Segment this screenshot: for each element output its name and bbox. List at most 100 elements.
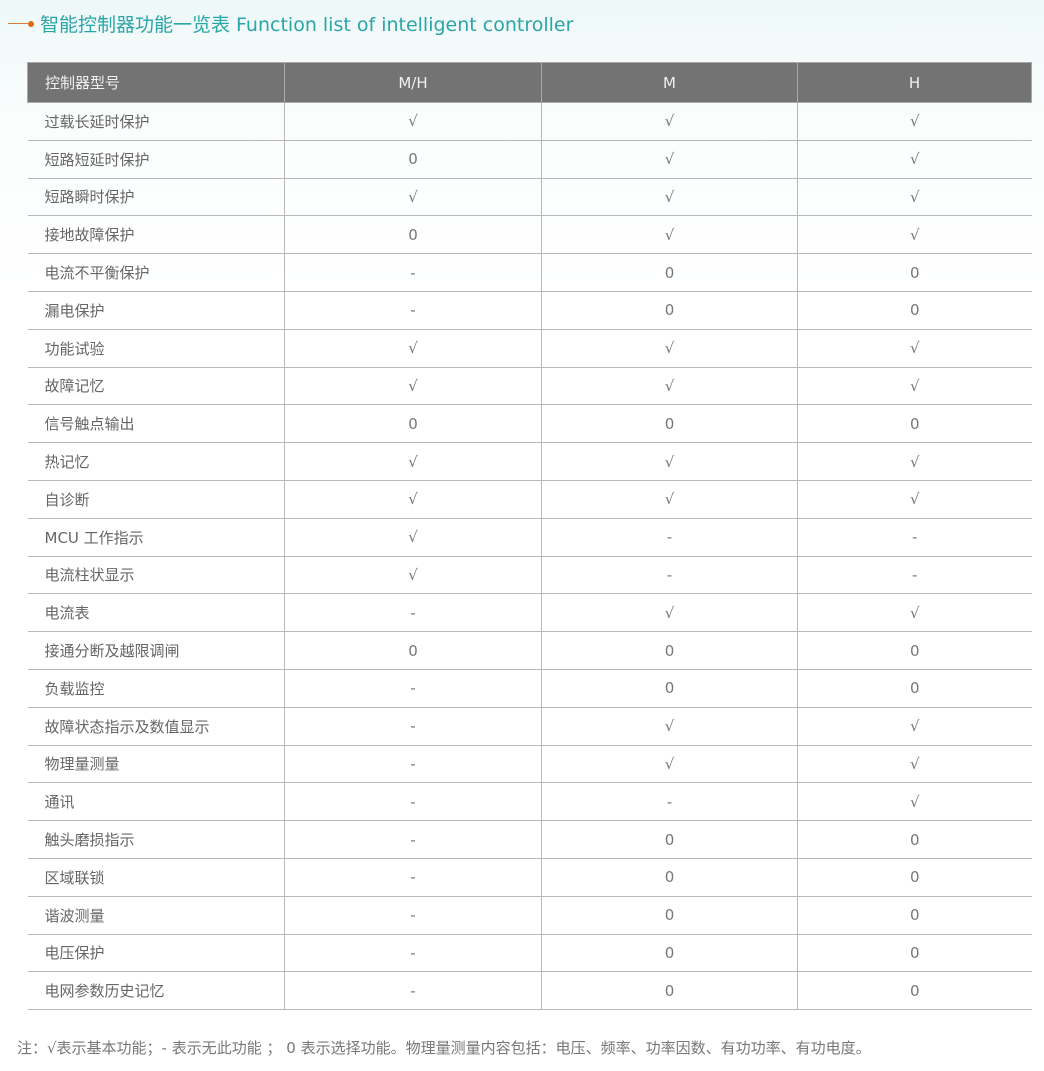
function-name-cell: 漏电保护 xyxy=(27,291,285,330)
support-cell: 0 xyxy=(797,404,1032,444)
table-row: 功能试验 √ √ √ xyxy=(27,329,1032,368)
table-row: 短路短延时保护 0 √ √ xyxy=(27,140,1032,179)
support-cell: √ xyxy=(541,329,798,368)
function-name-cell: 接通分断及越限调闸 xyxy=(27,631,285,670)
support-cell: 0 xyxy=(541,820,798,859)
support-cell: 0 xyxy=(797,669,1032,708)
header-mh: M/H xyxy=(284,62,542,103)
support-cell: √ xyxy=(284,367,542,406)
function-name-cell: 功能试验 xyxy=(27,329,285,368)
support-cell: 0 xyxy=(797,896,1032,935)
support-cell: √ xyxy=(541,102,798,141)
support-cell: √ xyxy=(284,518,542,557)
support-cell: √ xyxy=(797,215,1032,255)
support-cell: 0 xyxy=(541,253,798,292)
table-row: 接地故障保护 0 √ √ xyxy=(27,215,1032,255)
support-cell: - xyxy=(797,556,1032,595)
table-row: 通讯 - - √ xyxy=(27,782,1032,822)
support-cell: √ xyxy=(284,442,542,481)
function-name-cell: 电网参数历史记忆 xyxy=(27,971,285,1011)
table-row: 电网参数历史记忆 -0 0 xyxy=(27,971,1032,1011)
support-cell: √ xyxy=(797,178,1032,217)
function-name-cell: 故障记忆 xyxy=(27,367,285,406)
table-row: 故障记忆 √ √ √ xyxy=(27,367,1032,406)
support-cell: 0 xyxy=(541,971,798,1011)
support-cell: - xyxy=(284,291,542,330)
support-cell: 0 xyxy=(541,291,798,330)
page-title: 智能控制器功能一览表 Function list of intelligent … xyxy=(40,14,574,36)
support-cell: - xyxy=(284,782,542,822)
support-cell: √ xyxy=(797,102,1032,141)
support-cell: √ xyxy=(541,140,798,179)
support-cell: - xyxy=(284,858,542,897)
table-row: 触头磨损指示 -0 0 xyxy=(27,820,1032,859)
function-name-cell: 区域联锁 xyxy=(27,858,285,897)
support-cell: - xyxy=(797,518,1032,557)
function-name-cell: 电流不平衡保护 xyxy=(27,253,285,292)
support-cell: - xyxy=(284,820,542,859)
support-cell: - xyxy=(541,518,798,557)
support-cell: √ xyxy=(797,367,1032,406)
support-cell: 0 xyxy=(797,253,1032,292)
support-cell: √ xyxy=(541,442,798,481)
header-model: 控制器型号 xyxy=(27,62,285,103)
function-table: 控制器型号 M/H M H 过载长延时保护 √ √ √ 短路短延时保护 0 √ √ 短路瞬时保护… xyxy=(27,62,1032,1011)
header-h: H xyxy=(797,62,1032,103)
support-cell: √ xyxy=(797,140,1032,179)
table-row: 区域联锁 -0 0 xyxy=(27,858,1032,897)
support-cell: √ xyxy=(284,102,542,141)
support-cell: √ xyxy=(284,178,542,217)
support-cell: - xyxy=(284,707,542,746)
support-cell: 0 xyxy=(797,291,1032,330)
table-row: 短路瞬时保护 √ √ √ xyxy=(27,178,1032,217)
support-cell: - xyxy=(541,556,798,595)
function-name-cell: MCU 工作指示 xyxy=(27,518,285,557)
function-name-cell: 自诊断 xyxy=(27,480,285,519)
table-row: 谐波测量 -0 0 xyxy=(27,896,1032,935)
table-row: 故障状态指示及数值显示 - √ √ xyxy=(27,707,1032,746)
support-cell: 0 xyxy=(797,858,1032,897)
function-name-cell: 负载监控 xyxy=(27,669,285,708)
support-cell: 0 xyxy=(541,404,798,444)
function-name-cell: 过载长延时保护 xyxy=(27,102,285,141)
support-cell: 0 xyxy=(541,858,798,897)
function-name-cell: 故障状态指示及数值显示 xyxy=(27,707,285,746)
support-cell: 0 xyxy=(541,631,798,670)
support-cell: √ xyxy=(797,782,1032,822)
support-cell: 0 xyxy=(797,631,1032,670)
support-cell: √ xyxy=(541,480,798,519)
support-cell: √ xyxy=(797,442,1032,481)
function-name-cell: 电流柱状显示 xyxy=(27,556,285,595)
support-cell: √ xyxy=(284,480,542,519)
support-cell: - xyxy=(284,253,542,292)
support-cell: √ xyxy=(541,745,798,784)
table-row: 自诊断 √ √ √ xyxy=(27,480,1032,519)
support-cell: √ xyxy=(797,480,1032,519)
support-cell: - xyxy=(284,896,542,935)
table-row: 信号触点输出 0 0 0 xyxy=(27,404,1032,444)
table-row: 接通分断及越限调闸 0 0 0 xyxy=(27,631,1032,670)
support-cell: 0 xyxy=(284,631,542,670)
table-row: 漏电保护 -0 0 xyxy=(27,291,1032,330)
bullet-dot-icon xyxy=(28,20,34,27)
support-cell: - xyxy=(284,971,542,1011)
support-cell: √ xyxy=(541,593,798,633)
function-name-cell: 热记忆 xyxy=(27,442,285,481)
support-cell: √ xyxy=(541,707,798,746)
support-cell: 0 xyxy=(284,140,542,179)
function-name-cell: 触头磨损指示 xyxy=(27,820,285,859)
footnote: 注：√表示基本功能；- 表示无此功能 ； 0 表示选择功能。物理量测量内容包括：… xyxy=(17,1039,871,1057)
section-title: 智能控制器功能一览表 Function list of intelligent … xyxy=(8,10,573,37)
support-cell: 0 xyxy=(541,896,798,935)
support-cell: √ xyxy=(541,178,798,217)
function-name-cell: 接地故障保护 xyxy=(27,215,285,255)
function-name-cell: 物理量测量 xyxy=(27,745,285,784)
support-cell: - xyxy=(541,782,798,822)
support-cell: √ xyxy=(797,593,1032,633)
table-row: 物理量测量 - √ √ xyxy=(27,745,1032,784)
support-cell: - xyxy=(284,669,542,708)
table-row: 电流柱状显示 √ - - xyxy=(27,556,1032,595)
support-cell: - xyxy=(284,593,542,633)
function-name-cell: 通讯 xyxy=(27,782,285,822)
support-cell: √ xyxy=(797,329,1032,368)
